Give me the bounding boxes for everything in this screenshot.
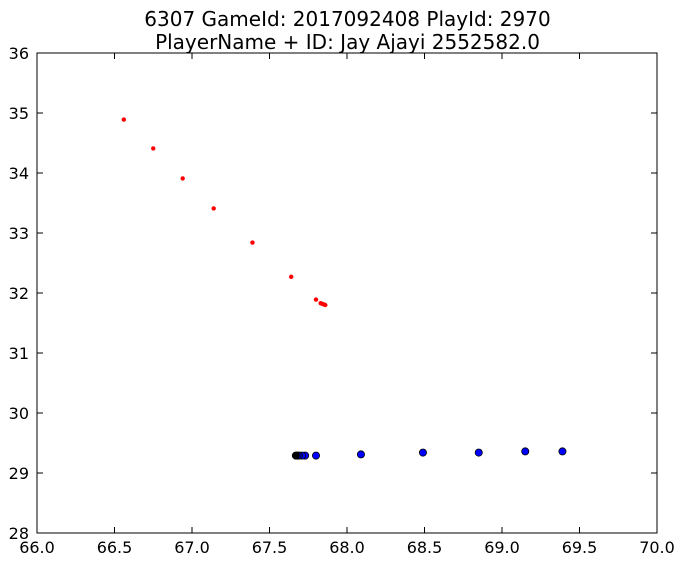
series-0-point (313, 297, 319, 302)
y-tick-label: 32 (9, 284, 29, 303)
y-tick-label: 36 (9, 44, 29, 63)
chart-title-line-2: PlayerName + ID: Jay Ajayi 2552582.0 (155, 30, 540, 54)
series-0-point (289, 274, 294, 279)
series-0-point (211, 206, 216, 211)
y-tick-label: 31 (9, 344, 29, 363)
y-tick-label: 28 (9, 524, 29, 543)
series-1-point (311, 451, 320, 460)
chart-title-line-1: 6307 GameId: 2017092408 PlayId: 2970 (144, 7, 551, 31)
x-tick-label: 68.0 (329, 538, 365, 557)
x-tick-label: 69.0 (484, 538, 520, 557)
y-tick-label: 29 (9, 464, 29, 483)
series-1-point (558, 447, 567, 456)
plot-frame (36, 52, 658, 534)
x-tick-label: 70.0 (639, 538, 675, 557)
series-1-point (418, 448, 427, 457)
y-tick-label: 30 (9, 404, 29, 423)
series-0-point (250, 240, 255, 245)
x-tick-label: 69.5 (562, 538, 598, 557)
series-0-point (121, 117, 127, 122)
series-1-point (474, 448, 483, 457)
x-tick-label: 67.5 (252, 538, 288, 557)
x-tick-label: 66.5 (97, 538, 133, 557)
series-0-point (180, 176, 185, 181)
y-tick-label: 35 (9, 104, 29, 123)
series-1-point (356, 450, 365, 459)
y-tick-label: 34 (9, 164, 29, 183)
x-tick-label: 66.0 (19, 538, 55, 557)
series-0-point (151, 146, 156, 151)
series-1-point (521, 447, 530, 456)
series-0-point (323, 302, 328, 308)
x-tick-label: 68.5 (407, 538, 443, 557)
x-tick-label: 67.0 (174, 538, 210, 557)
y-tick-label: 33 (9, 224, 29, 243)
series-1-point (291, 451, 300, 460)
